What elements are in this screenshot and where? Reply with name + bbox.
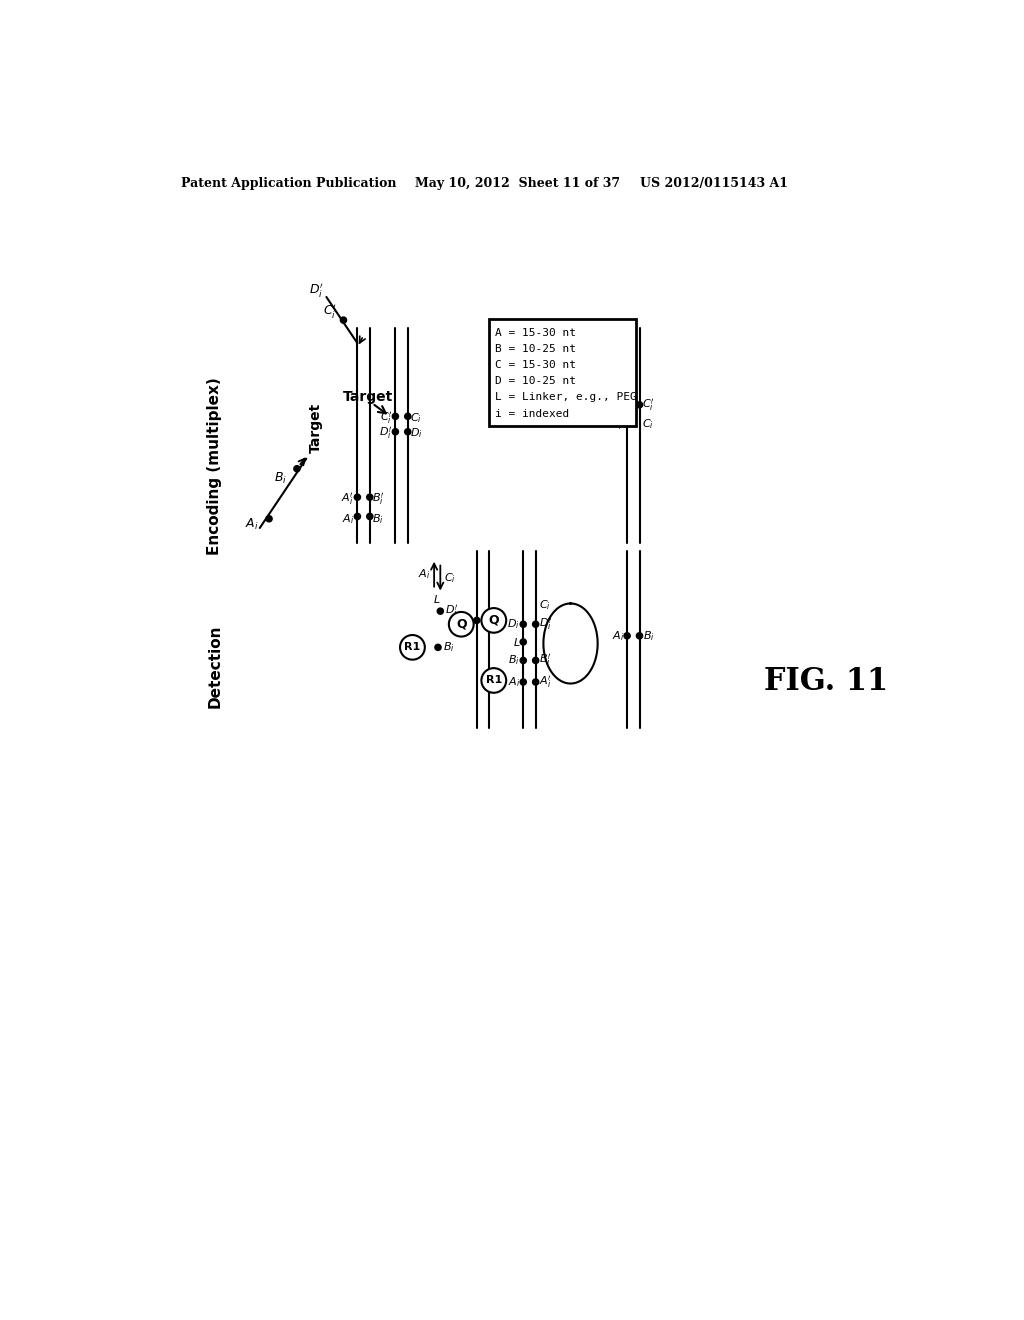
Circle shape [520, 678, 526, 685]
Circle shape [520, 622, 526, 627]
Text: $D_i'$: $D_i'$ [379, 425, 392, 441]
Text: $C_i$: $C_i$ [539, 598, 551, 612]
Text: May 10, 2012  Sheet 11 of 37: May 10, 2012 Sheet 11 of 37 [415, 177, 620, 190]
Circle shape [392, 429, 398, 434]
Text: Patent Application Publication: Patent Application Publication [180, 177, 396, 190]
Text: Target: Target [308, 403, 323, 453]
Text: C = 15-30 nt: C = 15-30 nt [496, 360, 577, 370]
Text: $C_i$: $C_i$ [410, 411, 422, 425]
Text: $D_i$: $D_i$ [508, 618, 520, 631]
Circle shape [624, 401, 630, 408]
Text: Encoding (multiplex): Encoding (multiplex) [207, 378, 222, 556]
Circle shape [636, 401, 643, 408]
Circle shape [532, 622, 539, 627]
Text: $C_i$: $C_i$ [642, 417, 653, 430]
FancyBboxPatch shape [489, 318, 636, 425]
Text: $A_i$: $A_i$ [245, 516, 258, 532]
Text: $B_i$: $B_i$ [372, 512, 384, 525]
Circle shape [367, 513, 373, 520]
Circle shape [435, 644, 441, 651]
Circle shape [532, 678, 539, 685]
Text: $C_i'$: $C_i'$ [380, 411, 392, 426]
Circle shape [294, 466, 300, 471]
Text: $D_i'$: $D_i'$ [539, 616, 552, 632]
Text: $D_i'$: $D_i'$ [610, 397, 624, 413]
Text: $B_i'$: $B_i'$ [372, 491, 385, 507]
Text: $B_i$: $B_i$ [508, 653, 520, 668]
Text: Detection: Detection [207, 624, 222, 709]
Text: $D_i'$: $D_i'$ [445, 603, 459, 619]
Text: $B_i$: $B_i$ [643, 628, 654, 643]
Circle shape [520, 657, 526, 664]
Circle shape [404, 413, 411, 420]
Text: L = Linker, e.g., PEG: L = Linker, e.g., PEG [496, 392, 637, 403]
Circle shape [481, 668, 506, 693]
Circle shape [400, 635, 425, 660]
Circle shape [354, 513, 360, 520]
Text: $D_i$: $D_i$ [410, 426, 423, 440]
Text: $A_i$: $A_i$ [611, 628, 624, 643]
Text: $A_i$: $A_i$ [342, 512, 354, 525]
Circle shape [367, 494, 373, 500]
Circle shape [636, 632, 643, 639]
Text: Target: Target [343, 391, 393, 404]
Text: $L$: $L$ [513, 636, 520, 648]
Text: $B_i$: $B_i$ [493, 614, 504, 627]
Circle shape [520, 639, 526, 645]
Text: $A_i$: $A_i$ [508, 675, 520, 689]
Text: $B_i$: $B_i$ [442, 640, 455, 655]
Circle shape [266, 516, 272, 521]
Text: $C_i$: $C_i$ [444, 572, 456, 585]
Text: FIG. 11: FIG. 11 [764, 667, 888, 697]
Text: $C_i'$: $C_i'$ [324, 304, 337, 322]
Text: $D_i'$: $D_i'$ [309, 281, 324, 300]
Circle shape [340, 317, 346, 323]
Circle shape [354, 494, 360, 500]
Text: R1: R1 [404, 643, 421, 652]
Text: B = 10-25 nt: B = 10-25 nt [496, 345, 577, 354]
Text: US 2012/0115143 A1: US 2012/0115143 A1 [640, 177, 787, 190]
Text: $A_i$: $A_i$ [418, 568, 430, 581]
Circle shape [624, 632, 630, 639]
Text: A = 15-30 nt: A = 15-30 nt [496, 327, 577, 338]
Text: $B_i$: $B_i$ [273, 470, 287, 486]
Circle shape [392, 413, 398, 420]
Circle shape [481, 609, 506, 632]
Text: $C_i'$: $C_i'$ [642, 397, 654, 413]
Text: D = 10-25 nt: D = 10-25 nt [496, 376, 577, 387]
Text: i = indexed: i = indexed [496, 409, 569, 418]
Text: Q: Q [488, 614, 499, 627]
Text: Q: Q [456, 618, 467, 631]
Circle shape [486, 618, 493, 623]
Circle shape [532, 657, 539, 664]
Circle shape [404, 429, 411, 434]
Circle shape [449, 612, 474, 636]
Circle shape [474, 618, 480, 623]
Text: $C_i'$: $C_i'$ [611, 416, 624, 432]
Text: $A_i'$: $A_i'$ [341, 491, 354, 507]
Text: $A_i'$: $A_i'$ [539, 675, 552, 690]
Text: $L$: $L$ [433, 593, 441, 605]
Text: $A_i$: $A_i$ [462, 614, 474, 627]
Circle shape [437, 609, 443, 614]
Text: $B_i'$: $B_i'$ [539, 652, 551, 668]
Text: R1: R1 [485, 676, 502, 685]
